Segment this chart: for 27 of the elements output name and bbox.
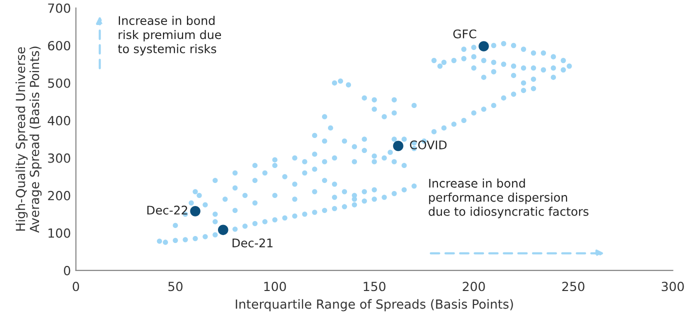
y-tick-label: 0 [64,266,70,276]
x-tick-label: 100 [264,282,286,292]
y-tick-label: 300 [48,153,70,163]
annotation: Dec-22 [147,206,188,215]
point [218,224,228,236]
y-tick-label: 100 [48,228,70,238]
y-tick-label: 200 [48,190,70,200]
y-tick-label: 500 [48,78,70,88]
point [393,140,404,152]
y-tick-label: 700 [48,3,70,13]
annotation: GFC [453,29,476,38]
x-tick-label: 150 [364,282,386,292]
annotation: Dec-21 [232,238,272,248]
x-axis-title: Interquartile Range of Spreads (Basis Points) [236,299,513,312]
x-tick-label: 250 [562,282,584,292]
x-tick-label: 50 [168,282,182,292]
point [478,41,489,52]
point [190,206,200,216]
annotation: Increase in bond risk premium due to systemic risks [118,16,222,56]
x-tick-label: 200 [462,282,485,292]
y-tick-label: 600 [48,40,70,50]
annotation: COVID [410,140,447,150]
annotation: Increase in bond performance dispersion due to idiosyncratic factors [428,178,588,218]
y-axis-title: High-Quality Spread Universe Average Spread (Basis Points) [16,46,42,233]
x-tick-label: 300 [662,282,684,292]
y-tick-label: 400 [48,116,70,126]
x-tick-label: 0 [72,282,80,292]
